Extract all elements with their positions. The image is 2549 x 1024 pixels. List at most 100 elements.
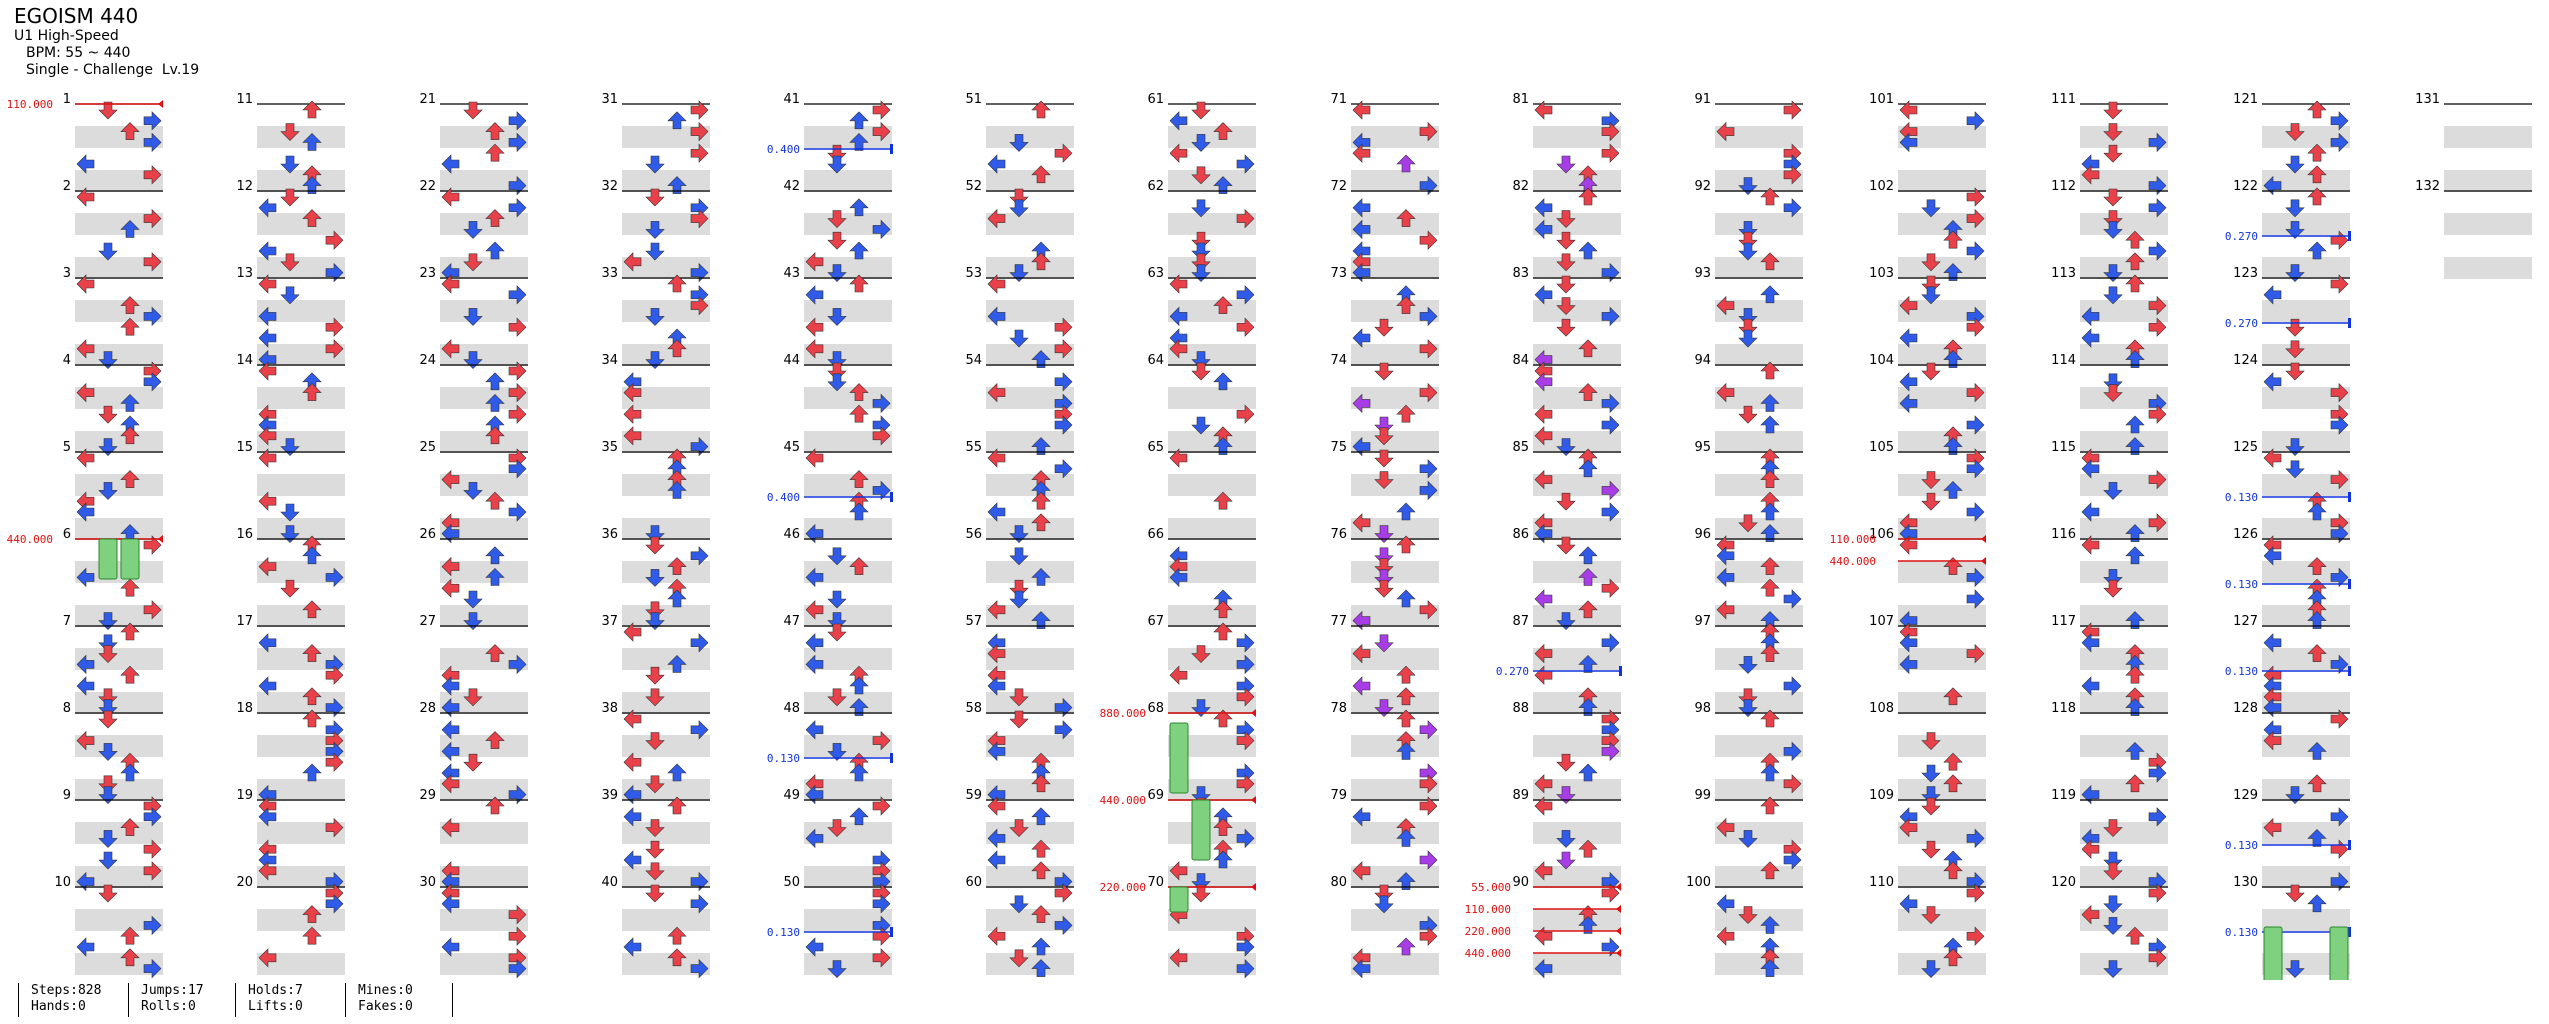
beat-band xyxy=(257,822,345,844)
step-arrow xyxy=(280,188,300,207)
beat-band xyxy=(2262,474,2350,496)
fakes-count: Fakes:0 xyxy=(358,999,413,1014)
step-arrow xyxy=(76,339,95,359)
step-arrow xyxy=(1899,894,1918,914)
beat-band xyxy=(804,605,892,627)
stat-holds-lifts: Holds:7 Lifts:0 xyxy=(235,983,303,1017)
beat-band xyxy=(440,300,528,322)
step-arrow xyxy=(623,709,642,729)
step-arrow xyxy=(827,210,847,229)
measure-number: 32 xyxy=(601,179,618,194)
step-arrow xyxy=(1943,263,1963,281)
step-arrow xyxy=(1534,958,1553,979)
step-arrow xyxy=(76,730,95,751)
beat-band xyxy=(257,474,345,496)
stop-tick xyxy=(2348,318,2351,328)
measure-65: 65 xyxy=(1147,440,1256,540)
measure-126: 126 xyxy=(2233,527,2350,629)
beat-band xyxy=(257,561,345,583)
measure-36: 36 xyxy=(601,527,710,631)
step-arrow xyxy=(441,523,460,544)
beat-band xyxy=(2262,431,2350,453)
beat-band xyxy=(1533,692,1621,714)
step-arrow xyxy=(1966,241,1985,261)
step-arrow xyxy=(441,274,460,294)
step-arrow xyxy=(1169,111,1188,131)
step-arrow xyxy=(1009,819,1029,838)
step-arrow xyxy=(1601,262,1620,283)
step-arrow xyxy=(645,666,665,685)
measure-number: 51 xyxy=(965,92,982,107)
beat-band xyxy=(622,387,710,409)
hold-body xyxy=(98,538,118,580)
step-arrow xyxy=(1191,645,1211,664)
step-arrow xyxy=(302,687,322,706)
step-arrow xyxy=(2285,884,2305,903)
beat-band xyxy=(986,779,1074,801)
beat-band xyxy=(2262,387,2350,409)
step-arrow xyxy=(2103,188,2123,207)
step-arrow xyxy=(805,339,824,359)
beat-band xyxy=(1168,387,1256,409)
beat-band xyxy=(2262,648,2350,670)
step-arrow xyxy=(2263,633,2282,653)
step-arrow xyxy=(258,198,277,218)
measure-number: 30 xyxy=(419,875,436,890)
beat-band xyxy=(1898,953,1986,975)
step-arrow xyxy=(258,807,277,827)
step-arrow xyxy=(1352,610,1371,631)
beat-band xyxy=(1715,126,1803,148)
measure-number: 98 xyxy=(1694,701,1711,716)
measure-72: 72 xyxy=(1330,179,1439,283)
measure-38: 38 xyxy=(601,701,710,805)
step-arrow xyxy=(1760,557,1780,575)
measure-6: 6 xyxy=(63,527,163,631)
beat-band xyxy=(1715,213,1803,235)
step-arrow xyxy=(485,209,505,227)
step-arrow xyxy=(98,830,118,848)
step-arrow xyxy=(143,861,162,881)
step-arrow xyxy=(302,926,322,945)
step-arrow xyxy=(1419,121,1438,142)
step-arrow xyxy=(1556,851,1576,870)
bpm-tick xyxy=(1981,557,1986,565)
step-arrow xyxy=(508,904,527,925)
step-arrow xyxy=(302,209,322,227)
step-arrow xyxy=(667,654,687,673)
step-arrow xyxy=(1966,589,1985,609)
step-arrow xyxy=(987,306,1006,327)
step-arrow xyxy=(302,709,322,728)
beat-band xyxy=(440,648,528,670)
step-arrow xyxy=(1556,536,1576,555)
measure-114: 114 xyxy=(2051,353,2168,455)
step-arrow xyxy=(1534,469,1553,490)
measure-15: 15 xyxy=(236,440,345,544)
step-arrow xyxy=(1374,362,1394,381)
measure-number: 14 xyxy=(236,353,253,368)
step-arrow xyxy=(1213,622,1233,641)
beat-band xyxy=(1351,431,1439,453)
beat-band xyxy=(622,692,710,714)
bpm-tick xyxy=(1616,949,1621,957)
step-arrow xyxy=(2285,460,2305,479)
beat-band xyxy=(986,953,1074,975)
step-arrow xyxy=(1921,275,1941,294)
measure-108: 108 xyxy=(1869,701,1986,805)
step-arrow xyxy=(258,676,277,696)
step-arrow xyxy=(849,404,869,423)
measure-76: 76 xyxy=(1330,527,1439,631)
step-arrow xyxy=(1054,697,1073,718)
step-arrow xyxy=(2330,654,2349,675)
beat-band xyxy=(986,692,1074,714)
step-arrow xyxy=(441,556,460,577)
step-arrow xyxy=(1899,295,1918,316)
step-arrow xyxy=(1578,654,1598,673)
measure-number: 103 xyxy=(1869,266,1894,281)
step-arrow xyxy=(872,121,891,142)
measure-number: 90 xyxy=(1512,875,1529,890)
step-arrow xyxy=(258,241,277,261)
beat-band xyxy=(257,779,345,801)
bpm-label: 440.000 xyxy=(1830,555,1876,568)
measure-100: 100 xyxy=(1686,875,1803,977)
step-arrow xyxy=(1419,382,1438,403)
